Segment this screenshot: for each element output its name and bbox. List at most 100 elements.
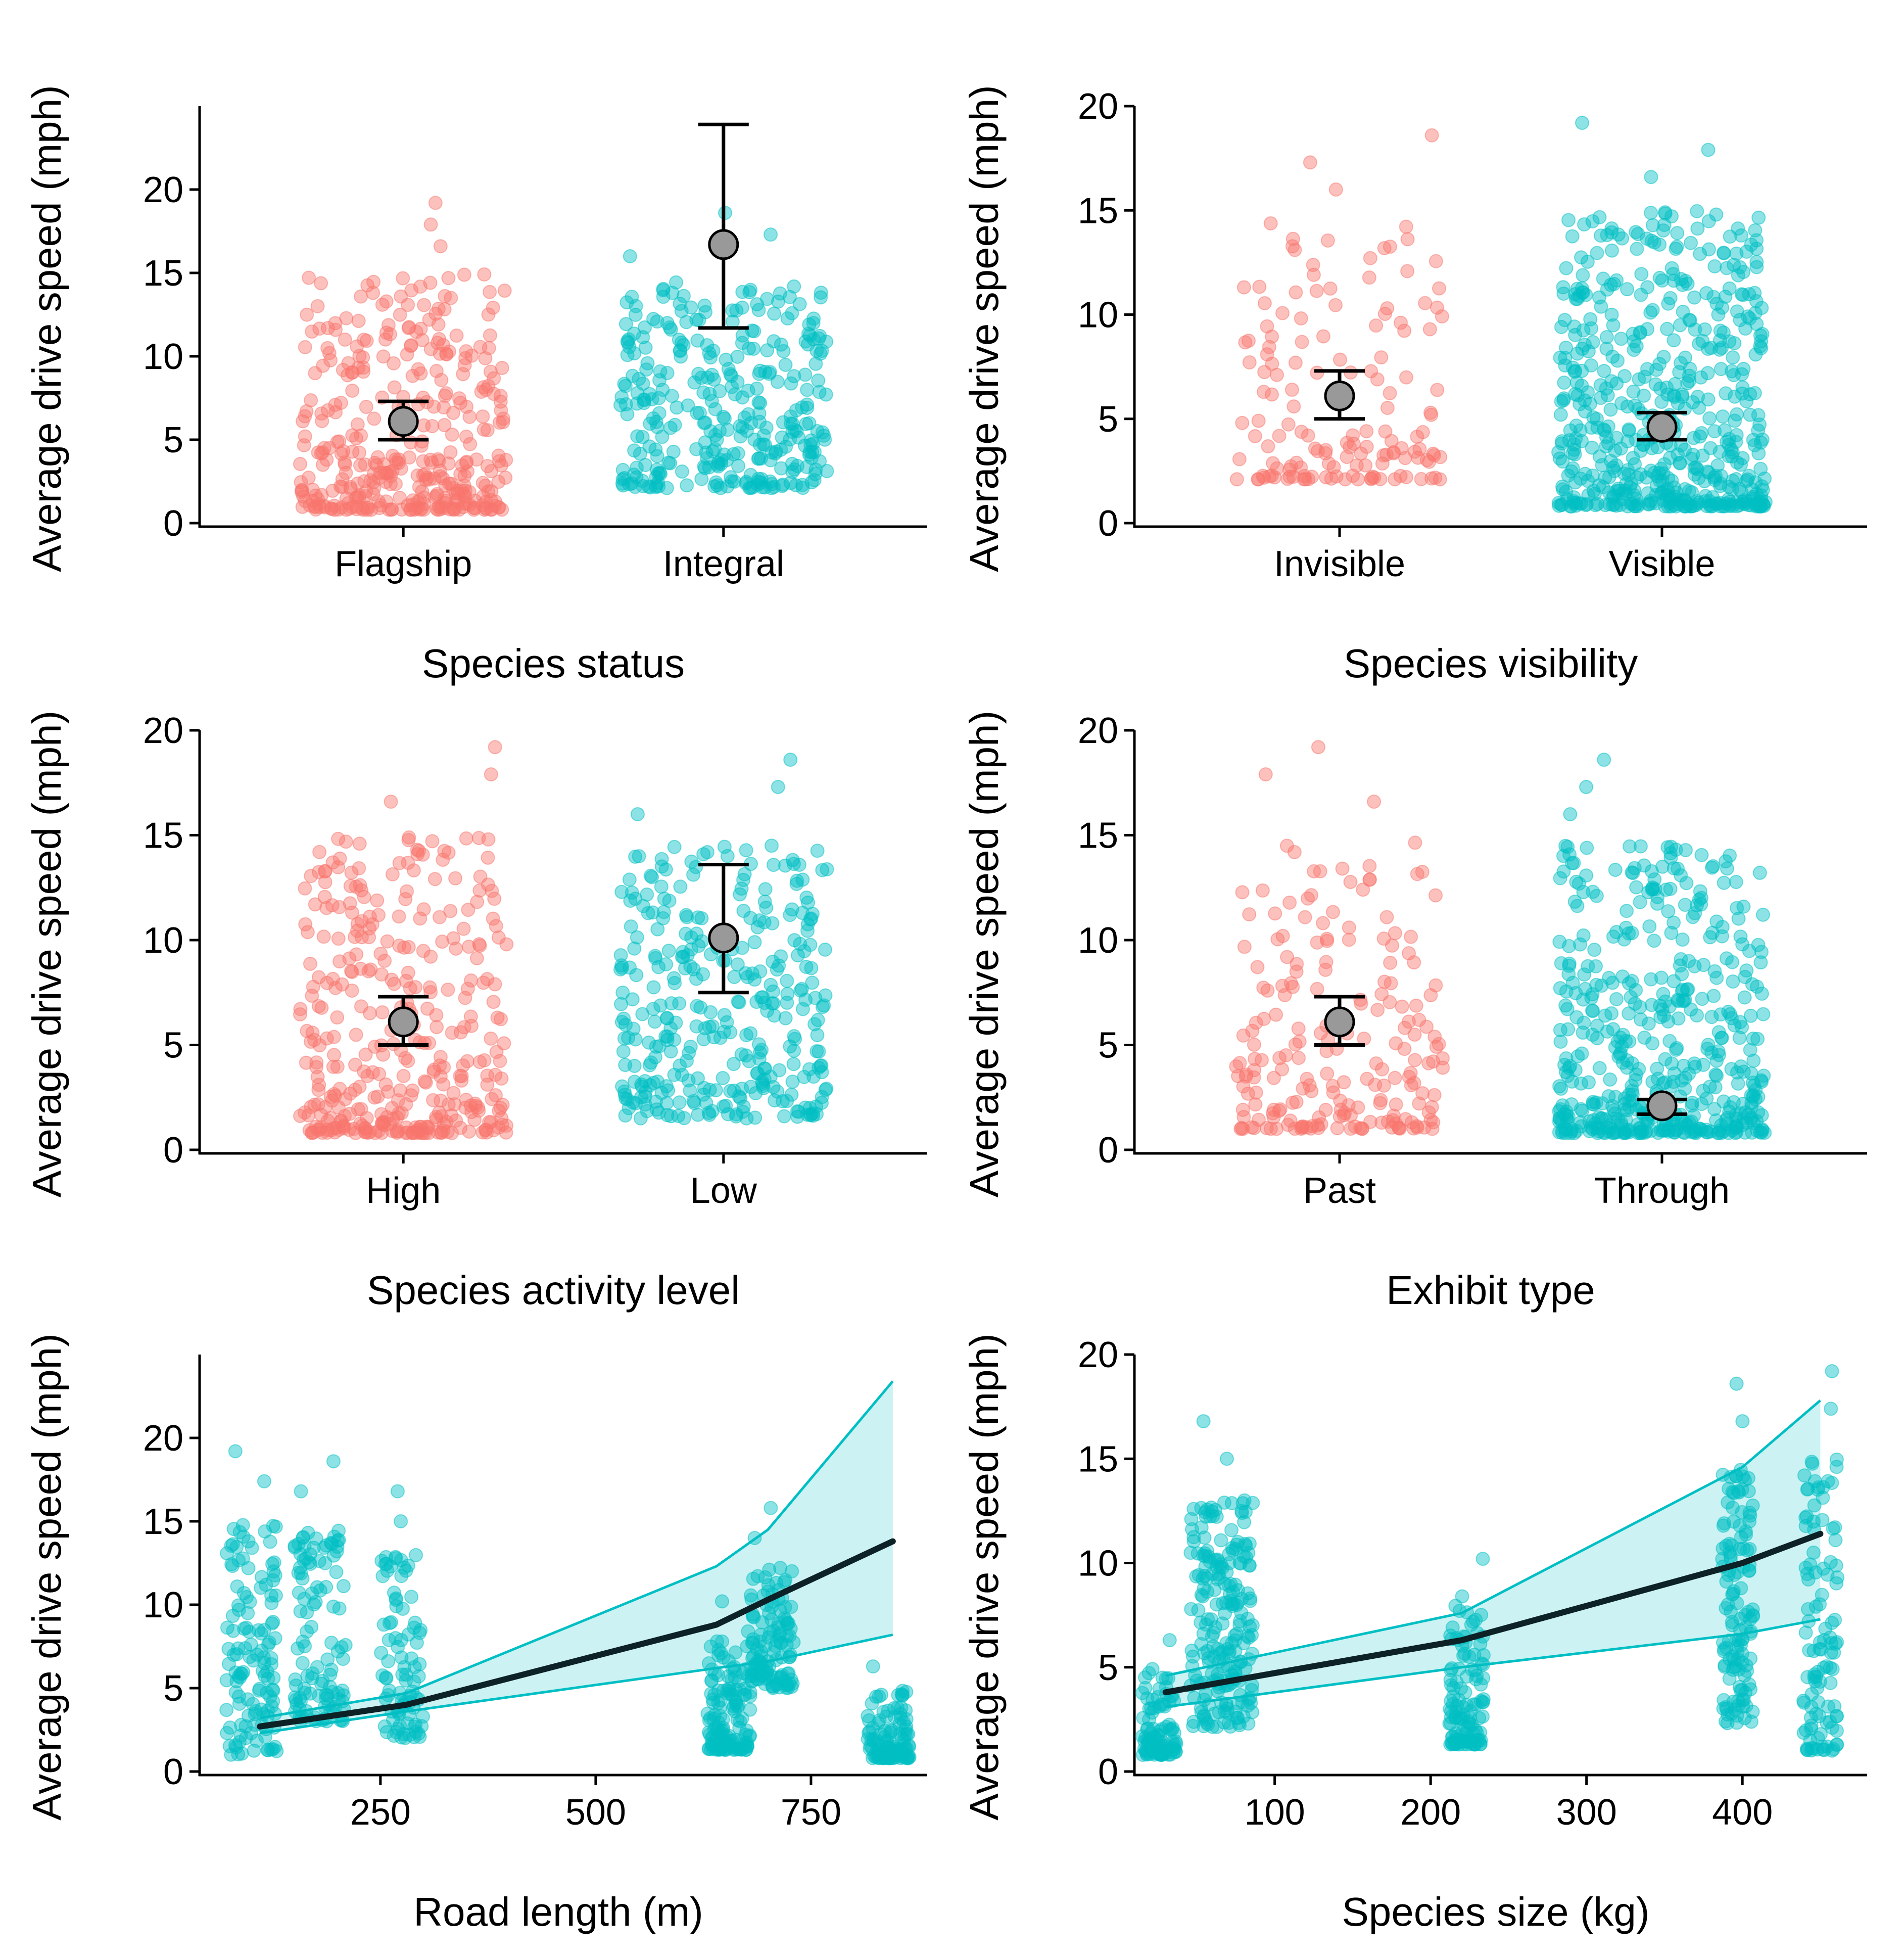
x-tick-label: 300 [1556,1792,1617,1833]
data-point [1671,1011,1686,1026]
data-point [1648,377,1663,392]
data-point [626,1021,641,1036]
data-point [463,1098,478,1113]
data-point [334,1640,349,1655]
data-point [758,364,773,379]
data-point [388,452,403,467]
data-point [1245,1023,1260,1038]
data-point [891,1688,906,1702]
data-point [710,1634,725,1649]
data-point [653,998,668,1013]
data-point [1374,350,1389,365]
data-point [1597,753,1611,767]
data-point [449,329,464,343]
data-point [1718,1714,1733,1729]
data-point [870,1746,885,1760]
data-point [629,968,644,983]
data-point [399,973,413,988]
data-point [1362,270,1376,285]
data-point [1716,1541,1730,1556]
data-point [627,1075,642,1089]
data-point [319,901,334,915]
data-point [391,1124,406,1138]
data-point [732,995,746,1010]
data-point [1282,895,1297,910]
data-point [1295,1121,1310,1135]
data-point [1309,284,1324,298]
data-point [713,1709,728,1723]
data-point [1475,1552,1490,1566]
data-point [335,977,349,992]
data-point [499,1125,513,1140]
data-point [698,305,713,319]
data-point [1716,325,1731,340]
data-point [629,299,643,313]
data-point [1227,1628,1242,1643]
data-point [398,892,413,907]
data-point [795,1002,810,1016]
data-point [350,339,364,354]
data-point [1316,329,1330,344]
data-point [448,502,462,517]
data-point [1383,955,1398,970]
data-point [808,462,823,477]
data-point [437,418,452,433]
data-point [1184,1643,1199,1658]
data-point [622,340,637,354]
data-point [1825,1662,1840,1676]
data-point [689,1019,704,1034]
x-tick-label: Past [1303,1171,1376,1211]
data-point [1367,795,1382,809]
data-point [1739,963,1754,978]
y-tick-label: 5 [1098,399,1118,440]
data-point [1742,944,1756,958]
data-point [1565,229,1580,244]
data-point [1224,1523,1239,1537]
data-point [783,476,798,490]
data-point [491,475,506,489]
data-point [1733,1683,1748,1698]
data-point [1250,960,1265,974]
data-point [320,1125,335,1140]
data-point [475,498,490,512]
data-point [1325,905,1340,919]
data-point [303,1686,317,1701]
data-point [1559,261,1574,275]
data-point [1748,306,1763,320]
data-point [370,1089,385,1104]
data-point [642,439,657,454]
data-point [1727,1567,1742,1582]
data-point [646,980,661,995]
x-tick-label: 500 [565,1792,626,1833]
data-point [306,980,320,994]
data-point [298,1105,312,1120]
data-point [1202,1697,1216,1712]
data-point [391,1106,406,1121]
data-point [787,279,801,294]
data-point [674,335,689,350]
data-point [715,1594,729,1609]
data-point [295,1656,310,1670]
data-point [360,278,375,293]
data-point [384,795,398,809]
data-point [354,428,368,443]
data-point [219,1703,234,1717]
data-point [1574,250,1589,265]
data-point [1311,740,1325,755]
data-point [783,416,798,431]
data-point [401,1054,415,1068]
data-point [237,1621,252,1636]
data-point [1164,1722,1179,1737]
data-point [1146,1735,1161,1749]
data-point [350,923,364,938]
data-point [336,1652,350,1666]
data-point [311,1097,325,1111]
data-point [783,753,798,767]
data-point [708,1083,723,1098]
data-point [1684,236,1698,250]
data-point [815,1090,829,1104]
data-point [636,377,650,391]
data-point [727,1742,741,1756]
data-point [1657,217,1672,232]
data-point [1808,1674,1823,1689]
